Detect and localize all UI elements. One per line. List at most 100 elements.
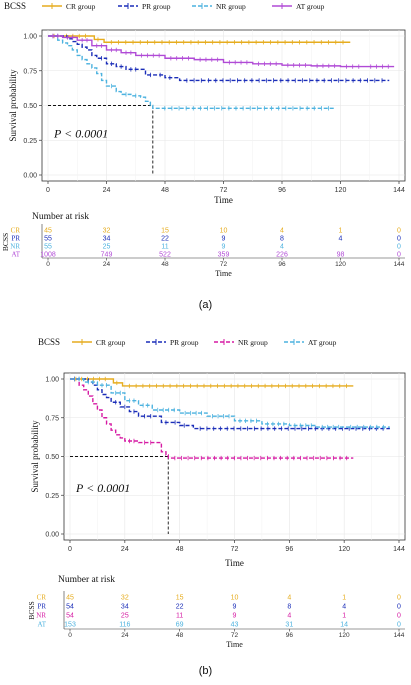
- y-tick-label: 1.00: [23, 34, 37, 41]
- risk-count: 8: [287, 604, 291, 611]
- legend-label: NR group: [216, 2, 246, 11]
- risk-count: 9: [222, 236, 226, 243]
- risk-table-ylabel: BCSS: [1, 233, 10, 251]
- risk-count: 15: [176, 595, 184, 602]
- risk-x-tick-label: 24: [103, 261, 111, 268]
- risk-count: 25: [103, 244, 111, 251]
- legend-label: CR group: [96, 338, 126, 347]
- risk-count: 0: [397, 228, 401, 235]
- risk-count: 0: [397, 604, 401, 611]
- legend-title: BCSS: [38, 337, 60, 347]
- x-tick-label: 24: [121, 546, 129, 553]
- p-value: P < 0.0001: [53, 126, 108, 140]
- risk-count: 4: [287, 613, 291, 620]
- risk-count: 9: [233, 613, 237, 620]
- risk-count: 25: [121, 613, 129, 620]
- x-tick-label: 120: [335, 187, 347, 194]
- risk-count: 153: [64, 622, 76, 629]
- y-tick-label: 0.75: [45, 415, 59, 422]
- risk-x-tick-label: 72: [231, 632, 239, 639]
- x-axis-label: Time: [214, 195, 233, 205]
- y-tick-label: 1.00: [45, 377, 59, 384]
- y-tick-label: 0.50: [23, 103, 37, 110]
- series-at-group: [48, 33, 395, 69]
- x-tick-label: 48: [176, 546, 184, 553]
- risk-x-tick-label: 96: [278, 261, 286, 268]
- panel-a: 0 24 48 72 96 120 1440.000.250.500.751.00TimeS…: [1, 1, 406, 278]
- risk-count: 0: [397, 613, 401, 620]
- risk-row-label: NR: [10, 243, 20, 251]
- x-tick-label: 96: [285, 546, 293, 553]
- risk-count: 522: [159, 252, 171, 259]
- risk-count: 4: [339, 236, 343, 243]
- legend-title: BCSS: [4, 1, 26, 11]
- legend-label: AT group: [308, 338, 337, 347]
- legend-label: PR group: [170, 338, 199, 347]
- panel-b-caption: (b): [198, 665, 213, 677]
- risk-count: 22: [176, 604, 184, 611]
- series-cr-group: [70, 376, 354, 389]
- risk-count: 10: [220, 228, 228, 235]
- risk-count: 0: [397, 252, 401, 259]
- risk-row-label: AT: [11, 251, 20, 259]
- risk-x-tick-label: 72: [220, 261, 228, 268]
- risk-count: 0: [397, 244, 401, 251]
- survival-curve: [70, 378, 354, 459]
- legend-label: AT group: [296, 2, 325, 11]
- risk-x-tick-label: 0: [68, 632, 72, 639]
- risk-count: 22: [161, 236, 169, 243]
- x-tick-label: 144: [393, 546, 405, 553]
- risk-count: 1: [342, 613, 346, 620]
- p-value: P < 0.0001: [75, 481, 130, 495]
- risk-count: 32: [103, 228, 111, 235]
- risk-x-tick-label: 120: [339, 632, 350, 639]
- y-tick-label: 0.50: [45, 454, 59, 461]
- x-tick-label: 144: [393, 187, 405, 194]
- survival-curve: [48, 35, 351, 43]
- series-nr-group: [48, 35, 336, 111]
- y-axis-label: Survival probability: [8, 69, 18, 142]
- x-tick-label: 72: [220, 187, 228, 194]
- risk-count: 55: [44, 236, 52, 243]
- risk-count: 10: [231, 595, 239, 602]
- risk-count: 9: [222, 244, 226, 251]
- y-tick-label: 0.75: [23, 68, 37, 75]
- risk-count: 226: [276, 252, 288, 259]
- legend-label: CR group: [66, 2, 96, 11]
- y-tick-label: 0.00: [45, 532, 59, 539]
- risk-row-label: PR: [11, 235, 20, 243]
- risk-x-tick-label: 0: [46, 261, 50, 268]
- x-tick-label: 120: [338, 546, 350, 553]
- x-tick-label: 48: [161, 187, 169, 194]
- risk-count: 31: [285, 622, 293, 629]
- risk-count: 4: [287, 595, 291, 602]
- risk-row-label: CR: [11, 227, 21, 235]
- risk-count: 32: [121, 595, 129, 602]
- risk-count: 359: [218, 252, 230, 259]
- panel-b: 0 24 48 72 96 120 1440.000.250.500.751.00TimeS…: [27, 337, 406, 649]
- risk-count: 4: [280, 228, 284, 235]
- x-axis-label: Time: [225, 558, 244, 568]
- risk-count: 34: [103, 236, 111, 243]
- risk-row-label: AT: [37, 621, 46, 629]
- legend-label: NR group: [238, 338, 268, 347]
- risk-count: 0: [397, 622, 401, 629]
- risk-x-tick-label: 24: [121, 632, 129, 639]
- risk-x-tick-label: 96: [286, 632, 294, 639]
- risk-count: 8: [280, 236, 284, 243]
- risk-row-label: CR: [37, 594, 47, 602]
- risk-count: 69: [176, 622, 184, 629]
- risk-table-title: Number at risk: [32, 212, 89, 222]
- y-tick-label: 0.00: [23, 173, 37, 180]
- x-tick-label: 0: [68, 546, 72, 553]
- y-tick-label: 0.25: [23, 138, 37, 145]
- legend: BCSS CR group PR group NR group AT group: [4, 1, 325, 11]
- risk-x-tick-label: 48: [161, 261, 169, 268]
- risk-table-title: Number at risk: [58, 575, 115, 585]
- series-at-group: [70, 376, 390, 430]
- risk-count: 14: [340, 622, 348, 629]
- risk-count: 0: [397, 236, 401, 243]
- risk-count: 0: [397, 595, 401, 602]
